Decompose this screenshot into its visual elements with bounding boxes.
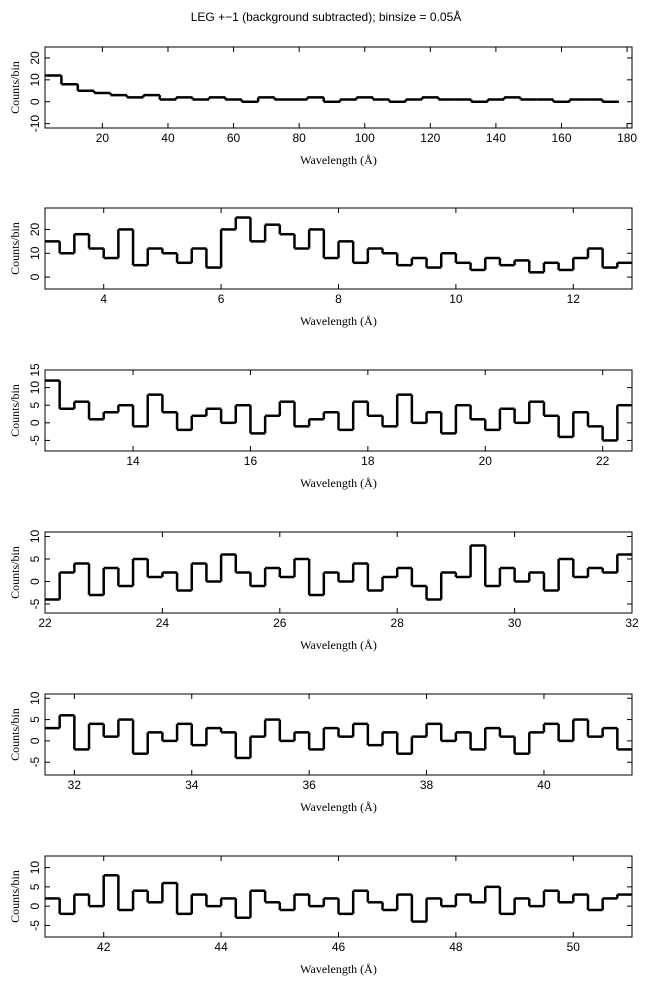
y-tick-label: 10 <box>28 530 42 544</box>
x-tick-label: 120 <box>420 131 440 145</box>
x-axis-label: Wavelength (Å) <box>300 153 377 167</box>
y-tick-label: 0 <box>28 273 42 280</box>
x-tick-label: 16 <box>244 454 258 468</box>
x-tick-label: 80 <box>292 131 306 145</box>
x-tick-label: 40 <box>537 778 551 792</box>
y-tick-label: 10 <box>28 691 42 705</box>
x-tick-label: 40 <box>161 131 175 145</box>
x-axis-label: Wavelength (Å) <box>300 476 377 490</box>
x-tick-label: 36 <box>302 778 316 792</box>
y-tick-label: 0 <box>28 419 42 426</box>
x-tick-label: 10 <box>449 292 463 306</box>
y-tick-label: 0 <box>28 737 42 744</box>
x-tick-label: 12 <box>567 292 581 306</box>
x-tick-label: 46 <box>332 940 346 954</box>
x-tick-label: 60 <box>227 131 241 145</box>
y-tick-label: 0 <box>28 578 42 585</box>
x-tick-label: 38 <box>420 778 434 792</box>
y-tick-label: 0 <box>28 902 42 909</box>
x-tick-label: 48 <box>449 940 463 954</box>
x-tick-label: 32 <box>68 778 82 792</box>
x-tick-label: 42 <box>97 940 111 954</box>
x-tick-label: 50 <box>567 940 581 954</box>
x-tick-label: 8 <box>335 292 342 306</box>
y-axis-label: Counts/bin <box>8 61 22 114</box>
y-tick-label: 5 <box>28 555 42 562</box>
x-tick-label: 14 <box>126 454 140 468</box>
x-tick-label: 24 <box>156 616 170 630</box>
x-axis-label: Wavelength (Å) <box>300 314 377 328</box>
x-tick-label: 18 <box>361 454 375 468</box>
y-axis-label: Counts/bin <box>8 546 22 599</box>
x-tick-label: 20 <box>479 454 493 468</box>
y-tick-label: 10 <box>28 246 42 260</box>
x-tick-label: 180 <box>617 131 637 145</box>
plot-frame <box>44 531 633 614</box>
y-tick-label: 15 <box>28 363 42 377</box>
y-tick-label: 5 <box>28 402 42 409</box>
y-tick-label: 20 <box>28 222 42 236</box>
x-tick-label: 160 <box>551 131 571 145</box>
x-axis-label: Wavelength (Å) <box>300 638 377 652</box>
x-axis-label: Wavelength (Å) <box>300 800 377 814</box>
y-tick-label: 10 <box>28 381 42 395</box>
y-tick-label: -5 <box>28 920 42 931</box>
x-tick-label: 140 <box>486 131 506 145</box>
x-tick-label: 28 <box>391 616 405 630</box>
y-tick-label: 5 <box>28 883 42 890</box>
x-tick-label: 22 <box>38 616 52 630</box>
x-tick-label: 6 <box>218 292 225 306</box>
y-tick-label: 0 <box>28 98 42 105</box>
y-tick-label: -10 <box>28 115 42 133</box>
y-axis-label: Counts/bin <box>8 384 22 437</box>
x-tick-label: 22 <box>596 454 610 468</box>
plot-frame <box>44 46 633 129</box>
plot-frame <box>44 693 633 776</box>
plot-frame <box>44 369 633 452</box>
x-tick-label: 34 <box>185 778 199 792</box>
y-tick-label: -5 <box>28 757 42 768</box>
y-tick-label: 20 <box>28 51 42 65</box>
y-axis-label: Counts/bin <box>8 870 22 923</box>
x-tick-label: 20 <box>96 131 110 145</box>
y-tick-label: -5 <box>28 598 42 609</box>
x-tick-label: 4 <box>100 292 107 306</box>
x-tick-label: 100 <box>355 131 375 145</box>
y-axis-label: Counts/bin <box>8 222 22 275</box>
y-tick-label: 5 <box>28 716 42 723</box>
y-tick-label: 10 <box>28 861 42 875</box>
x-tick-label: 32 <box>625 616 639 630</box>
x-tick-label: 30 <box>508 616 522 630</box>
x-tick-label: 44 <box>214 940 228 954</box>
x-axis-label: Wavelength (Å) <box>300 962 377 976</box>
y-axis-label: Counts/bin <box>8 708 22 761</box>
x-tick-label: 26 <box>273 616 287 630</box>
chart-title: LEG +−1 (background subtracted); binsize… <box>191 9 462 24</box>
y-tick-label: 10 <box>28 73 42 87</box>
y-tick-label: -5 <box>28 435 42 446</box>
